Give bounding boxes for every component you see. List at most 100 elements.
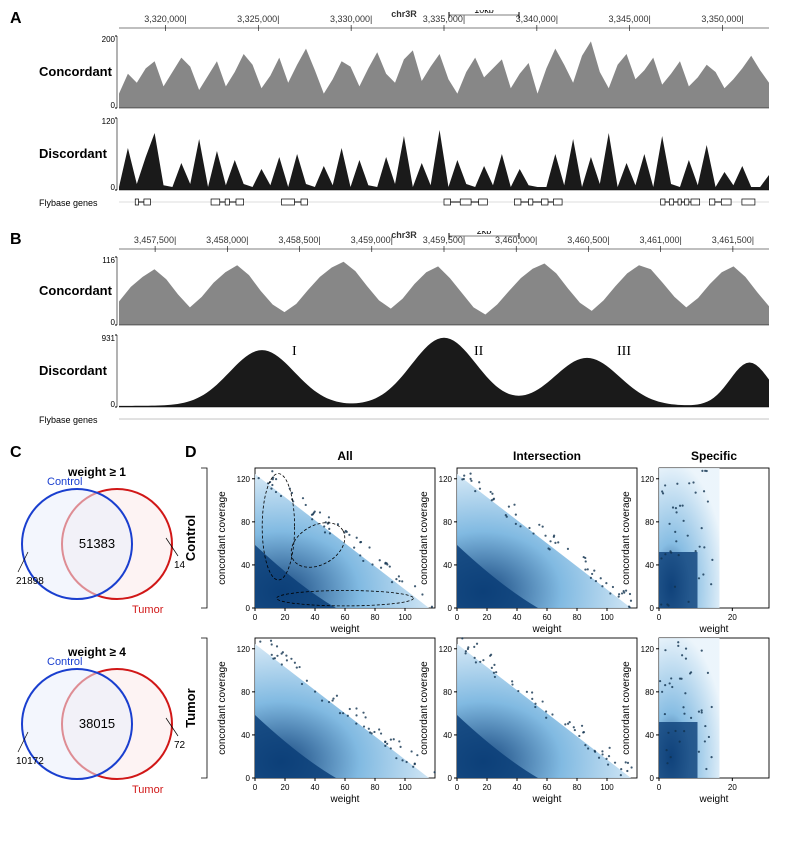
svg-text:116: 116 [102, 256, 115, 265]
svg-text:Tumor: Tumor [132, 784, 164, 796]
svg-text:40: 40 [241, 731, 250, 740]
svg-text:40: 40 [443, 731, 452, 740]
svg-text:20: 20 [281, 783, 290, 792]
svg-text:40: 40 [513, 613, 522, 622]
panel-b: B 3,457,500|3,458,000|3,458,500|3,459,00… [10, 231, 782, 434]
svg-text:51383: 51383 [79, 536, 115, 551]
svg-text:120: 120 [641, 475, 655, 484]
svg-text:40: 40 [311, 783, 320, 792]
svg-text:II: II [474, 344, 484, 359]
svg-text:concordant coverage: concordant coverage [217, 661, 228, 755]
svg-text:20: 20 [483, 783, 492, 792]
svg-text:40: 40 [645, 561, 654, 570]
svg-text:2kb: 2kb [477, 231, 492, 236]
svg-text:3,460,000|: 3,460,000| [495, 235, 537, 245]
svg-text:concordant coverage: concordant coverage [217, 491, 228, 585]
svg-text:120: 120 [641, 645, 655, 654]
panel-cd-row: C weight ≥ 1ControlTumor513832189814507w… [10, 444, 782, 817]
svg-text:200: 200 [102, 35, 116, 44]
svg-text:chr3R: chr3R [391, 10, 417, 19]
svg-text:0: 0 [111, 183, 116, 192]
panel-d: D ControlAll02040608010004080120weightco… [185, 444, 782, 817]
svg-text:80: 80 [573, 783, 582, 792]
svg-text:3,350,000|: 3,350,000| [701, 14, 743, 24]
svg-text:Intersection: Intersection [513, 449, 581, 463]
svg-text:20: 20 [483, 613, 492, 622]
panel-a-label: A [10, 10, 22, 28]
svg-text:80: 80 [371, 783, 380, 792]
svg-text:80: 80 [443, 688, 452, 697]
svg-text:60: 60 [341, 783, 350, 792]
svg-text:0: 0 [253, 613, 258, 622]
svg-text:100: 100 [398, 783, 412, 792]
svg-text:3,325,000|: 3,325,000| [237, 14, 279, 24]
svg-text:3,335,000|: 3,335,000| [423, 14, 465, 24]
svg-text:40: 40 [241, 561, 250, 570]
svg-text:concordant coverage: concordant coverage [419, 491, 430, 585]
svg-text:20: 20 [281, 613, 290, 622]
panel-a-svg: 3,320,000| 3,325,000| 3,330,000| 3,335,000|… [34, 10, 774, 220]
svg-text:38015: 38015 [79, 716, 115, 731]
svg-text:chr3R: chr3R [391, 231, 417, 240]
svg-text:Discordant: Discordant [39, 363, 108, 378]
svg-text:3,459,000|: 3,459,000| [351, 235, 393, 245]
svg-text:0: 0 [448, 604, 453, 613]
svg-text:weight: weight [699, 624, 729, 635]
svg-text:0: 0 [111, 101, 116, 110]
svg-text:80: 80 [443, 518, 452, 527]
svg-text:3,320,000|: 3,320,000| [144, 14, 186, 24]
svg-text:120: 120 [102, 117, 116, 126]
svg-text:concordant coverage: concordant coverage [621, 661, 632, 755]
svg-text:Discordant: Discordant [39, 146, 108, 161]
svg-text:120: 120 [439, 645, 453, 654]
svg-text:60: 60 [543, 613, 552, 622]
svg-text:Control: Control [185, 515, 198, 561]
svg-text:0: 0 [253, 783, 258, 792]
svg-text:60: 60 [341, 613, 350, 622]
panel-b-label: B [10, 231, 22, 249]
svg-text:I: I [292, 344, 297, 359]
svg-text:concordant coverage: concordant coverage [621, 491, 632, 585]
svg-text:14507: 14507 [174, 560, 185, 571]
svg-text:120: 120 [439, 475, 453, 484]
panel-c-svg: weight ≥ 1ControlTumor513832189814507wei… [10, 444, 185, 814]
svg-text:0: 0 [455, 613, 460, 622]
svg-text:Control: Control [47, 656, 82, 668]
svg-text:80: 80 [241, 518, 250, 527]
svg-text:3,458,500|: 3,458,500| [278, 235, 320, 245]
svg-text:80: 80 [371, 613, 380, 622]
panel-c-label: C [10, 444, 22, 462]
svg-text:60: 60 [543, 783, 552, 792]
svg-text:3,461,500|: 3,461,500| [712, 235, 754, 245]
svg-text:Tumor: Tumor [132, 604, 164, 616]
svg-text:40: 40 [311, 613, 320, 622]
panel-c: C weight ≥ 1ControlTumor513832189814507w… [10, 444, 185, 817]
svg-text:concordant coverage: concordant coverage [419, 661, 430, 755]
panel-a: A 3,320,000| 3,325,000| 3,330,000| 3,335,00… [10, 10, 782, 223]
svg-text:Concordant: Concordant [39, 283, 113, 298]
svg-text:Flybase genes: Flybase genes [39, 198, 98, 208]
svg-text:20: 20 [728, 613, 737, 622]
svg-text:0: 0 [246, 774, 251, 783]
svg-text:weight: weight [532, 624, 562, 635]
svg-text:10kb: 10kb [474, 10, 494, 15]
svg-text:0: 0 [448, 774, 453, 783]
svg-text:100: 100 [600, 613, 614, 622]
svg-text:0: 0 [111, 318, 116, 327]
svg-text:Concordant: Concordant [39, 64, 113, 79]
svg-text:0: 0 [657, 783, 662, 792]
svg-text:80: 80 [645, 688, 654, 697]
svg-text:Specific: Specific [691, 449, 737, 463]
svg-text:3,330,000|: 3,330,000| [330, 14, 372, 24]
svg-text:weight: weight [699, 794, 729, 805]
svg-text:0: 0 [650, 604, 655, 613]
svg-text:120: 120 [237, 645, 251, 654]
svg-text:20: 20 [728, 783, 737, 792]
svg-text:3,458,000|: 3,458,000| [206, 235, 248, 245]
svg-text:3,345,000|: 3,345,000| [609, 14, 651, 24]
svg-text:weight: weight [532, 794, 562, 805]
svg-text:100: 100 [600, 783, 614, 792]
svg-text:80: 80 [573, 613, 582, 622]
svg-text:40: 40 [645, 731, 654, 740]
panel-b-svg: 3,457,500|3,458,000|3,458,500|3,459,000|… [34, 231, 774, 431]
